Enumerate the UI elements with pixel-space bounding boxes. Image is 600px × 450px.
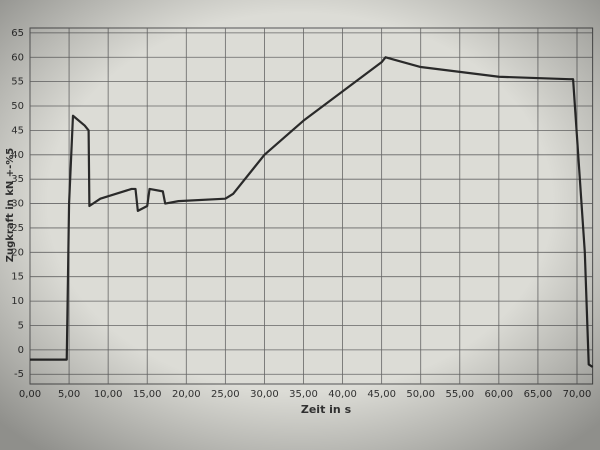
y-tick-label: 45 [11, 125, 24, 136]
x-tick-label: 20,00 [172, 389, 201, 400]
x-tick-label: 65,00 [524, 389, 553, 400]
y-tick-label: 15 [11, 272, 24, 283]
y-tick-label: 5 [18, 320, 24, 331]
x-tick-label: 40,00 [328, 389, 357, 400]
y-tick-label: 35 [11, 174, 24, 185]
y-tick-label: 65 [11, 28, 24, 39]
x-tick-label: 60,00 [485, 389, 514, 400]
y-tick-label: -5 [14, 369, 24, 380]
x-tick-label: 50,00 [406, 389, 435, 400]
x-tick-label: 55,00 [445, 389, 474, 400]
x-axis-label: Zeit in s [301, 403, 352, 416]
x-tick-label: 10,00 [94, 389, 123, 400]
y-tick-label: 40 [11, 150, 24, 161]
y-tick-label: 20 [11, 247, 24, 258]
x-tick-label: 70,00 [563, 389, 592, 400]
x-tick-label: 30,00 [250, 389, 279, 400]
y-tick-label: 50 [11, 101, 24, 112]
x-tick-label: 25,00 [211, 389, 240, 400]
y-tick-label: 60 [11, 52, 24, 63]
y-tick-label: 30 [11, 199, 24, 210]
x-tick-label: 0,00 [19, 389, 41, 400]
y-tick-label: 10 [11, 296, 24, 307]
x-tick-label: 15,00 [133, 389, 162, 400]
y-tick-label: 55 [11, 77, 24, 88]
x-tick-label: 5,00 [58, 389, 80, 400]
x-tick-label: 45,00 [367, 389, 396, 400]
x-tick-label: 35,00 [289, 389, 318, 400]
y-tick-label: 25 [11, 223, 24, 234]
y-tick-label: 0 [18, 345, 24, 356]
